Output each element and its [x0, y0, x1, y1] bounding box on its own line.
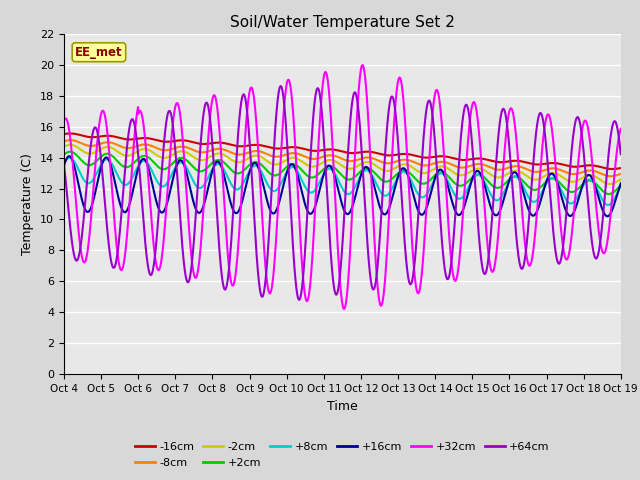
-16cm: [274, 146, 282, 152]
+16cm: [124, 206, 132, 212]
Line: +8cm: +8cm: [64, 158, 621, 205]
+2cm: [60, 152, 68, 157]
-16cm: [67, 131, 74, 136]
+2cm: [157, 166, 164, 171]
-8cm: [546, 166, 554, 171]
+8cm: [298, 177, 306, 183]
Line: -2cm: -2cm: [64, 145, 621, 184]
+16cm: [604, 214, 611, 219]
Line: -16cm: -16cm: [64, 133, 621, 169]
+32cm: [157, 263, 164, 268]
+8cm: [60, 160, 68, 166]
+8cm: [606, 201, 614, 207]
-8cm: [157, 147, 164, 153]
-8cm: [274, 154, 282, 159]
Text: EE_met: EE_met: [75, 46, 123, 59]
+64cm: [124, 140, 131, 145]
+16cm: [60, 163, 68, 169]
Title: Soil/Water Temperature Set 2: Soil/Water Temperature Set 2: [230, 15, 455, 30]
-16cm: [298, 145, 306, 151]
+32cm: [340, 306, 348, 312]
+64cm: [606, 137, 614, 143]
+32cm: [547, 117, 554, 122]
+32cm: [274, 213, 282, 219]
+8cm: [66, 155, 74, 161]
+64cm: [296, 297, 303, 303]
+2cm: [66, 149, 74, 155]
+8cm: [546, 176, 554, 181]
-8cm: [124, 145, 132, 151]
-2cm: [546, 170, 554, 176]
+16cm: [298, 189, 306, 195]
-8cm: [617, 171, 625, 177]
-2cm: [606, 181, 614, 187]
-8cm: [607, 173, 614, 179]
-2cm: [606, 181, 614, 187]
Line: +32cm: +32cm: [64, 65, 621, 309]
+8cm: [124, 181, 132, 187]
-2cm: [124, 153, 132, 159]
+2cm: [274, 172, 282, 178]
-16cm: [546, 160, 554, 166]
Line: -8cm: -8cm: [64, 140, 621, 176]
+16cm: [606, 211, 614, 217]
-2cm: [298, 158, 306, 164]
-16cm: [606, 166, 614, 172]
+8cm: [274, 186, 282, 192]
+8cm: [604, 202, 612, 208]
+64cm: [298, 285, 306, 290]
+16cm: [157, 209, 164, 215]
+16cm: [274, 204, 282, 210]
-2cm: [67, 142, 74, 148]
+2cm: [546, 176, 554, 182]
+2cm: [606, 191, 614, 197]
-16cm: [157, 138, 164, 144]
Y-axis label: Temperature (C): Temperature (C): [22, 153, 35, 255]
+32cm: [358, 62, 366, 68]
+32cm: [298, 256, 305, 262]
-8cm: [67, 137, 74, 143]
-16cm: [617, 165, 625, 171]
-8cm: [298, 153, 306, 158]
X-axis label: Time: Time: [327, 400, 358, 413]
+2cm: [124, 164, 132, 170]
-16cm: [60, 131, 68, 137]
+32cm: [606, 216, 614, 221]
Line: +16cm: +16cm: [64, 156, 621, 216]
+16cm: [617, 180, 625, 186]
+2cm: [298, 168, 306, 173]
-2cm: [60, 144, 68, 150]
+32cm: [124, 227, 131, 232]
-2cm: [274, 161, 282, 167]
Legend: -16cm, -8cm, -2cm, +2cm, +8cm, +16cm, +32cm, +64cm: -16cm, -8cm, -2cm, +2cm, +8cm, +16cm, +3…: [131, 438, 554, 472]
Line: +64cm: +64cm: [64, 86, 621, 300]
+16cm: [546, 171, 554, 177]
-2cm: [617, 176, 625, 182]
+2cm: [605, 191, 612, 197]
+32cm: [60, 119, 68, 124]
+64cm: [274, 98, 282, 104]
+64cm: [157, 184, 164, 190]
-8cm: [60, 138, 68, 144]
+64cm: [617, 151, 625, 157]
-8cm: [606, 173, 614, 179]
+64cm: [60, 161, 68, 167]
+64cm: [277, 83, 285, 89]
+8cm: [617, 183, 625, 189]
Line: +2cm: +2cm: [64, 152, 621, 194]
+8cm: [157, 183, 164, 189]
-16cm: [124, 136, 132, 142]
+16cm: [65, 153, 73, 159]
-2cm: [157, 155, 164, 160]
+2cm: [617, 183, 625, 189]
+64cm: [547, 193, 554, 199]
-16cm: [608, 166, 616, 172]
+32cm: [617, 126, 625, 132]
